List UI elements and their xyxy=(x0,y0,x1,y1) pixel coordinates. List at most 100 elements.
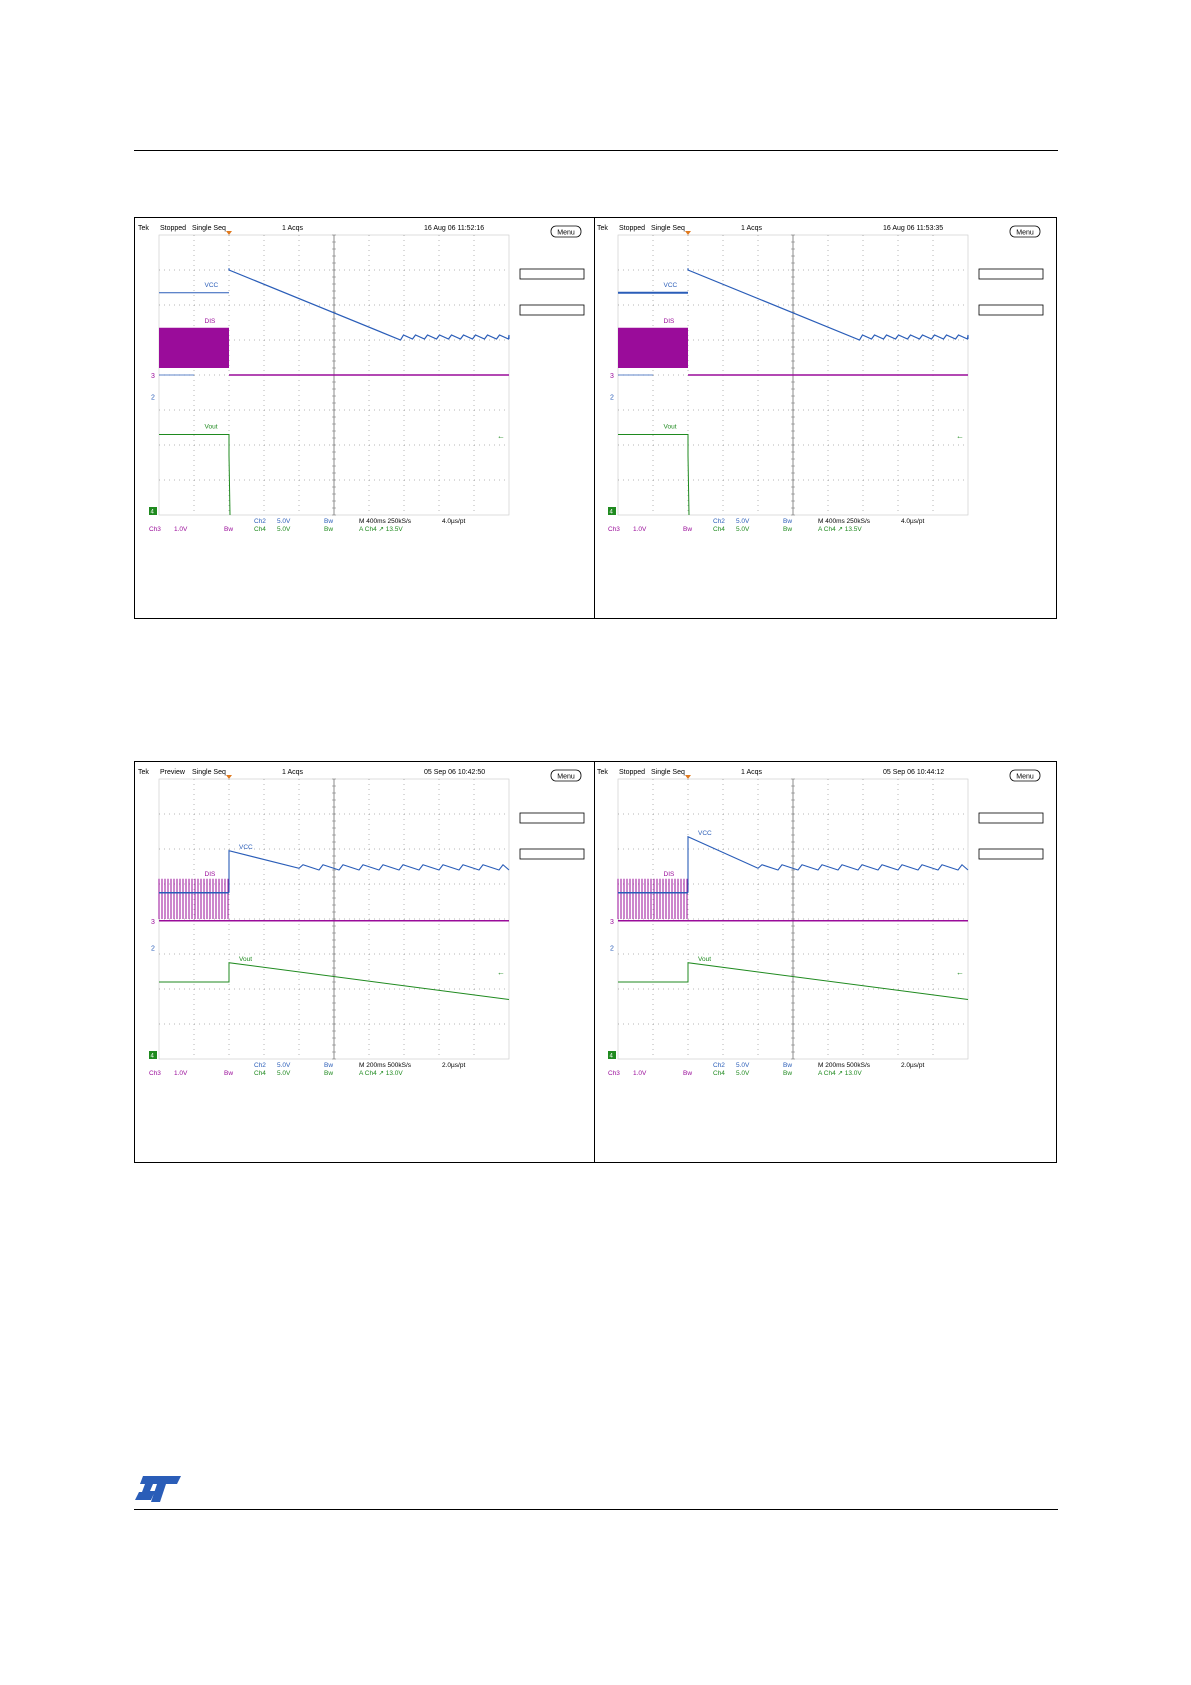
trigger-level-icon: ← xyxy=(956,432,964,441)
vout-label: Vout xyxy=(698,956,711,963)
footer-ch3-label: Ch3 xyxy=(608,526,620,533)
vcc-label: VCC xyxy=(205,282,219,289)
footer-trigger-setting: A Ch4 ↗ 13.0V xyxy=(818,1070,862,1077)
footer-ch4-label: Ch4 xyxy=(254,526,266,533)
footer-ch2-scale: 5.0V xyxy=(277,1062,291,1069)
footer-ch4-bw: Bw xyxy=(783,1070,792,1077)
ch3-marker: 3 xyxy=(610,919,614,926)
scope-acqs: 1 Acqs xyxy=(741,225,763,232)
menu-button-label: Menu xyxy=(1016,230,1034,237)
scope-state: Stopped xyxy=(619,769,645,776)
footer-trigger-setting: A Ch4 ↗ 13.0V xyxy=(359,1070,403,1077)
footer-ch2-label: Ch2 xyxy=(254,518,266,525)
footer-ch3-bw: Bw xyxy=(683,526,692,533)
scope-acqs: 1 Acqs xyxy=(282,225,304,232)
footer-sample-interval: 4.0µs/pt xyxy=(901,518,924,525)
scope-svg: Tek Stopped Single Seq 1 Acqs 16 Aug 06 11:5… xyxy=(138,225,585,533)
ch4-marker xyxy=(149,507,157,515)
footer-ch2-label: Ch2 xyxy=(713,518,725,525)
st-logo-icon xyxy=(133,1474,183,1509)
scope-datetime: 05 Sep 06 10:42:50 xyxy=(424,769,485,776)
footer-sample-interval: 4.0µs/pt xyxy=(442,518,465,525)
softkey-box xyxy=(978,304,1044,316)
vcc-label: VCC xyxy=(698,830,712,837)
footer-rule xyxy=(134,1509,1058,1510)
ch2-marker: 2 xyxy=(151,395,155,402)
footer-ch2-scale: 5.0V xyxy=(736,1062,750,1069)
footer-ch3-scale: 1.0V xyxy=(633,1070,647,1077)
footer-ch4-bw: Bw xyxy=(324,1070,333,1077)
footer-ch2-bw: Bw xyxy=(783,1062,792,1069)
scope-svg: Tek Preview Single Seq 1 Acqs 05 Sep 06 10:4… xyxy=(138,769,585,1077)
scope-screenshot-4: Tek Stopped Single Seq 1 Acqs 05 Sep 06 10:4… xyxy=(595,765,1051,1083)
ch4-marker-label: 4 xyxy=(610,1054,614,1060)
scope-datetime: 16 Aug 06 11:52:16 xyxy=(424,225,484,232)
footer-trigger-setting: A Ch4 ↗ 13.5V xyxy=(818,526,862,533)
figure-divider xyxy=(594,762,595,1162)
scope-state: Preview xyxy=(160,769,186,776)
scope-datetime: 16 Aug 06 11:53:35 xyxy=(883,225,943,232)
menu-button xyxy=(550,769,582,782)
vcc-trace-decay xyxy=(687,268,969,341)
dis-burst-block xyxy=(159,327,229,368)
vcc-trace-decay xyxy=(228,268,510,341)
trigger-level-icon: ← xyxy=(497,432,505,441)
ch3-marker: 3 xyxy=(610,373,614,380)
scope-datetime: 05 Sep 06 10:44:12 xyxy=(883,769,944,776)
scope-brand: Tek xyxy=(597,769,608,776)
figure-box-top xyxy=(134,217,1057,619)
trigger-level-icon: ← xyxy=(956,968,964,977)
vout-label: Vout xyxy=(664,424,677,431)
vcc-label: VCC xyxy=(664,282,678,289)
scope-mode: Single Seq xyxy=(192,225,226,232)
menu-button xyxy=(550,225,582,238)
softkey-box xyxy=(978,268,1044,280)
footer-ch4-label: Ch4 xyxy=(713,1070,725,1077)
footer-ch2-bw: Bw xyxy=(324,518,333,525)
scope-state: Stopped xyxy=(160,225,186,232)
footer-ch4-scale: 5.0V xyxy=(277,526,291,533)
vout-label: Vout xyxy=(239,956,252,963)
footer-sample-interval: 2.0µs/pt xyxy=(442,1062,465,1069)
menu-button xyxy=(1009,225,1041,238)
vcc-label: VCC xyxy=(239,844,253,851)
ch4-marker-label: 4 xyxy=(151,1054,155,1060)
footer-ch3-scale: 1.0V xyxy=(174,1070,188,1077)
softkey-box xyxy=(519,304,585,316)
scope-screenshot-3: Tek Preview Single Seq 1 Acqs 05 Sep 06 10:4… xyxy=(136,765,592,1083)
trigger-position-icon xyxy=(226,231,232,235)
footer-ch4-bw: Bw xyxy=(324,526,333,533)
footer-ch2-label: Ch2 xyxy=(713,1062,725,1069)
vout-trace xyxy=(618,434,690,516)
softkey-box xyxy=(978,812,1044,824)
footer-ch4-scale: 5.0V xyxy=(736,526,750,533)
scope-state: Stopped xyxy=(619,225,645,232)
footer-ch2-scale: 5.0V xyxy=(277,518,291,525)
footer-ch3-scale: 1.0V xyxy=(633,526,647,533)
softkey-box xyxy=(978,848,1044,860)
scope-svg: Tek Stopped Single Seq 1 Acqs 16 Aug 06 11:5… xyxy=(597,225,1044,533)
footer-ch4-scale: 5.0V xyxy=(736,1070,750,1077)
footer-ch2-label: Ch2 xyxy=(254,1062,266,1069)
footer-ch3-bw: Bw xyxy=(224,1070,233,1077)
scope-mode: Single Seq xyxy=(651,225,685,232)
menu-button-label: Menu xyxy=(557,230,575,237)
footer-ch4-scale: 5.0V xyxy=(277,1070,291,1077)
ch4-marker xyxy=(608,507,616,515)
header-rule xyxy=(134,150,1058,151)
vout-trace xyxy=(159,434,231,516)
dis-label: DIS xyxy=(205,318,217,325)
scope-mode: Single Seq xyxy=(651,769,685,776)
scope-acqs: 1 Acqs xyxy=(741,769,763,776)
softkey-box xyxy=(519,268,585,280)
footer-timebase: M 400ms 250kS/s xyxy=(818,518,871,525)
scope-screenshot-1: Tek Stopped Single Seq 1 Acqs 16 Aug 06 11:5… xyxy=(136,221,592,539)
trigger-level-icon: ← xyxy=(497,968,505,977)
footer-ch4-label: Ch4 xyxy=(713,526,725,533)
scope-svg: Tek Stopped Single Seq 1 Acqs 05 Sep 06 10:4… xyxy=(597,769,1044,1077)
ch2-marker: 2 xyxy=(151,946,155,953)
menu-button xyxy=(1009,769,1041,782)
dis-label: DIS xyxy=(664,871,676,878)
dis-label: DIS xyxy=(664,318,676,325)
ch3-marker: 3 xyxy=(151,919,155,926)
